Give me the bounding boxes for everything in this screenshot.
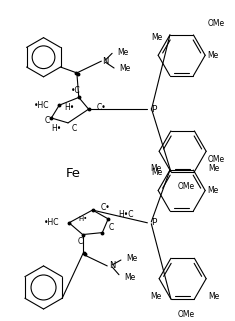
Text: •HC: •HC (44, 218, 59, 227)
Text: •HC: •HC (34, 101, 49, 110)
Text: Me: Me (207, 186, 218, 195)
Text: OMe: OMe (178, 182, 195, 191)
Text: OMe: OMe (207, 155, 224, 164)
Text: C•: C• (96, 103, 106, 112)
Text: C•: C• (100, 203, 110, 212)
Text: C: C (72, 124, 77, 133)
Text: Me: Me (117, 48, 128, 57)
Text: C: C (108, 223, 114, 232)
Text: Me: Me (124, 273, 135, 282)
Text: H•: H• (64, 103, 74, 112)
Text: P: P (151, 105, 157, 114)
Text: •C: •C (71, 86, 81, 95)
Text: P: P (151, 218, 157, 227)
Text: C: C (77, 237, 82, 246)
Text: Me: Me (126, 254, 137, 263)
Text: Me: Me (150, 292, 161, 301)
Text: Me: Me (208, 164, 219, 173)
Text: Me: Me (119, 65, 130, 74)
Text: OMe: OMe (178, 310, 195, 319)
Text: Me: Me (150, 164, 161, 173)
Text: H•: H• (78, 216, 87, 222)
Text: Fe: Fe (65, 167, 80, 180)
Text: Me: Me (208, 292, 219, 301)
Text: OMe: OMe (207, 20, 224, 29)
Text: Me: Me (207, 51, 218, 60)
Text: N: N (102, 56, 109, 66)
Text: N: N (109, 261, 116, 270)
Text: Me: Me (151, 168, 162, 177)
Text: Me: Me (151, 33, 162, 42)
Text: H•C: H•C (118, 211, 133, 220)
Text: C: C (45, 117, 50, 126)
Text: H•: H• (51, 124, 61, 133)
